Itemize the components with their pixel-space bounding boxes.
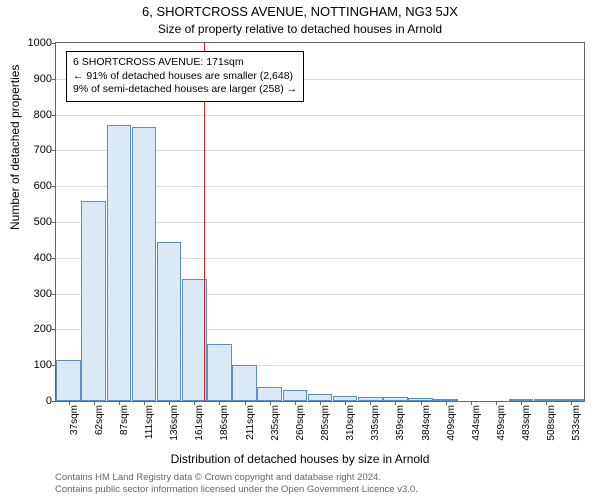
ytick-label: 200 xyxy=(34,323,52,335)
x-axis-label: Distribution of detached houses by size … xyxy=(0,452,600,466)
xtick-label: 384sqm xyxy=(421,405,432,441)
xtick-label: 335sqm xyxy=(370,405,381,441)
histogram-bar xyxy=(207,344,232,401)
xtick-label: 37sqm xyxy=(69,405,80,435)
ytick-label: 1000 xyxy=(28,37,52,49)
histogram-bar xyxy=(182,279,207,401)
xtick-label: 434sqm xyxy=(471,405,482,441)
xtick-label: 310sqm xyxy=(345,405,356,441)
xtick-label: 62sqm xyxy=(94,405,105,435)
ytick-label: 100 xyxy=(34,359,52,371)
info-box: 6 SHORTCROSS AVENUE: 171sqm ← 91% of det… xyxy=(66,51,304,102)
ytick-mark xyxy=(52,150,56,151)
ytick-label: 300 xyxy=(34,288,52,300)
info-line: ← 91% of detached houses are smaller (2,… xyxy=(73,70,297,84)
y-axis-label: Number of detached properties xyxy=(8,65,22,230)
attribution-line: Contains HM Land Registry data © Crown c… xyxy=(55,472,418,484)
attribution-line: Contains public sector information licen… xyxy=(55,484,418,496)
histogram-bar xyxy=(283,390,308,401)
histogram-bar xyxy=(56,360,81,401)
histogram-bar xyxy=(132,127,157,401)
ytick-mark xyxy=(52,222,56,223)
histogram-bar xyxy=(257,387,282,401)
info-line: 6 SHORTCROSS AVENUE: 171sqm xyxy=(73,56,297,70)
xtick-label: 409sqm xyxy=(446,405,457,441)
gridline xyxy=(56,115,584,116)
plot-area: 6 SHORTCROSS AVENUE: 171sqm ← 91% of det… xyxy=(55,42,585,402)
chart-container: 6, SHORTCROSS AVENUE, NOTTINGHAM, NG3 5J… xyxy=(0,0,600,500)
xtick-label: 260sqm xyxy=(295,405,306,441)
ytick-label: 600 xyxy=(34,180,52,192)
ytick-mark xyxy=(52,294,56,295)
ytick-mark xyxy=(52,115,56,116)
ytick-mark xyxy=(52,258,56,259)
xtick-label: 87sqm xyxy=(119,405,130,435)
histogram-bar xyxy=(157,242,182,401)
xtick-label: 235sqm xyxy=(270,405,281,441)
ytick-label: 700 xyxy=(34,144,52,156)
xtick-label: 483sqm xyxy=(521,405,532,441)
ytick-mark xyxy=(52,186,56,187)
chart-title: 6, SHORTCROSS AVENUE, NOTTINGHAM, NG3 5J… xyxy=(0,4,600,19)
info-line: 9% of semi-detached houses are larger (2… xyxy=(73,83,297,97)
xtick-label: 459sqm xyxy=(496,405,507,441)
ytick-mark xyxy=(52,329,56,330)
xtick-label: 186sqm xyxy=(219,405,230,441)
xtick-label: 111sqm xyxy=(144,405,155,439)
ytick-label: 0 xyxy=(46,395,52,407)
xtick-label: 359sqm xyxy=(395,405,406,441)
xtick-label: 285sqm xyxy=(320,405,331,441)
histogram-bar xyxy=(81,201,106,401)
ytick-label: 400 xyxy=(34,252,52,264)
attribution-text: Contains HM Land Registry data © Crown c… xyxy=(55,472,418,496)
ytick-label: 500 xyxy=(34,216,52,228)
xtick-label: 136sqm xyxy=(169,405,180,441)
xtick-label: 161sqm xyxy=(194,405,205,441)
xtick-label: 211sqm xyxy=(245,405,256,440)
ytick-mark xyxy=(52,43,56,44)
histogram-bar xyxy=(107,125,132,401)
ytick-mark xyxy=(52,79,56,80)
xtick-label: 508sqm xyxy=(546,405,557,441)
xtick-label: 533sqm xyxy=(571,405,582,441)
ytick-label: 800 xyxy=(34,109,52,121)
chart-subtitle: Size of property relative to detached ho… xyxy=(0,22,600,36)
histogram-bar xyxy=(308,394,333,401)
ytick-mark xyxy=(52,401,56,402)
ytick-label: 900 xyxy=(34,73,52,85)
histogram-bar xyxy=(232,365,257,401)
